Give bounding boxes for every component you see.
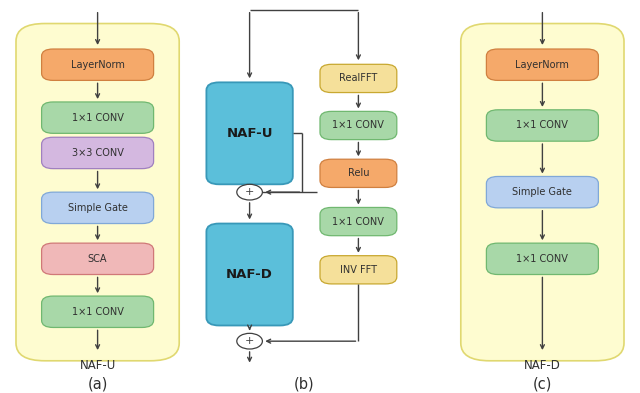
Text: NAF-D: NAF-D — [226, 268, 273, 281]
Text: LayerNorm: LayerNorm — [515, 60, 570, 70]
Text: 1×1 CONV: 1×1 CONV — [72, 307, 124, 317]
Text: 3×3 CONV: 3×3 CONV — [72, 148, 124, 158]
FancyBboxPatch shape — [206, 83, 293, 184]
Text: 1×1 CONV: 1×1 CONV — [516, 121, 568, 130]
Text: (a): (a) — [88, 376, 108, 391]
Circle shape — [237, 333, 262, 349]
FancyBboxPatch shape — [206, 224, 293, 325]
FancyBboxPatch shape — [42, 192, 154, 224]
FancyBboxPatch shape — [320, 111, 397, 140]
FancyBboxPatch shape — [461, 24, 624, 361]
Text: Relu: Relu — [348, 168, 369, 178]
Text: +: + — [245, 187, 254, 197]
Text: Simple Gate: Simple Gate — [513, 187, 572, 197]
FancyBboxPatch shape — [42, 137, 154, 169]
Text: 1×1 CONV: 1×1 CONV — [332, 121, 385, 130]
FancyBboxPatch shape — [320, 208, 397, 236]
FancyBboxPatch shape — [42, 243, 154, 274]
Text: LayerNorm: LayerNorm — [70, 60, 125, 70]
FancyBboxPatch shape — [320, 256, 397, 284]
FancyBboxPatch shape — [42, 102, 154, 133]
FancyBboxPatch shape — [486, 243, 598, 274]
Text: RealFFT: RealFFT — [339, 73, 378, 83]
Text: NAF-D: NAF-D — [524, 359, 561, 372]
Text: NAF-U: NAF-U — [227, 127, 273, 140]
FancyBboxPatch shape — [42, 49, 154, 81]
FancyBboxPatch shape — [486, 49, 598, 81]
FancyBboxPatch shape — [42, 296, 154, 327]
FancyBboxPatch shape — [16, 24, 179, 361]
Text: INV FFT: INV FFT — [340, 265, 377, 275]
FancyBboxPatch shape — [320, 159, 397, 187]
Text: 1×1 CONV: 1×1 CONV — [72, 113, 124, 123]
FancyBboxPatch shape — [320, 64, 397, 92]
FancyBboxPatch shape — [486, 110, 598, 141]
Circle shape — [237, 184, 262, 200]
Text: +: + — [245, 336, 254, 346]
Text: 1×1 CONV: 1×1 CONV — [332, 217, 385, 227]
Text: NAF-U: NAF-U — [79, 359, 116, 372]
Text: SCA: SCA — [88, 254, 108, 264]
Text: Simple Gate: Simple Gate — [68, 203, 127, 213]
Text: (c): (c) — [532, 376, 552, 391]
FancyBboxPatch shape — [486, 176, 598, 208]
Text: (b): (b) — [294, 376, 314, 391]
Text: 1×1 CONV: 1×1 CONV — [516, 254, 568, 264]
